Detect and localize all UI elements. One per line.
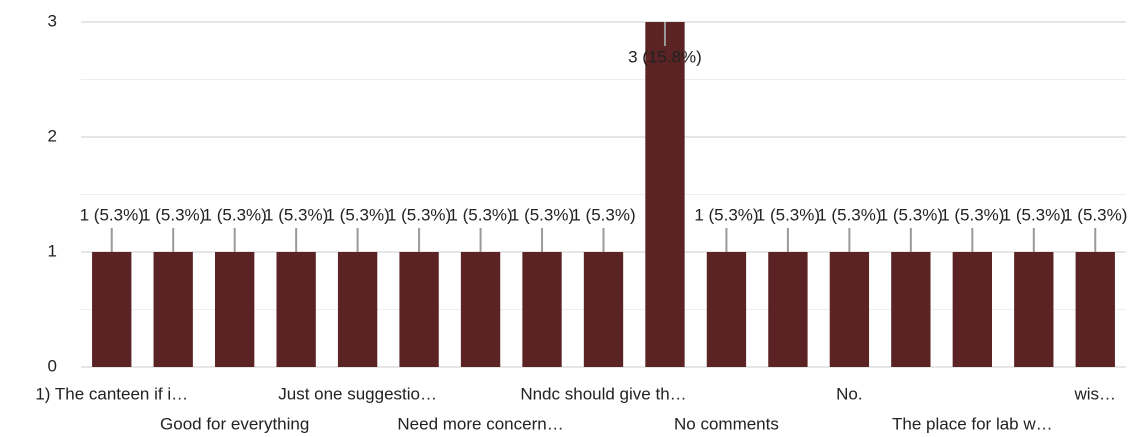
bar (1075, 252, 1115, 367)
data-label: 3 (15.8%) (628, 47, 702, 66)
data-label: 1 (5.3%) (694, 205, 758, 224)
bar (92, 252, 132, 367)
bar (460, 252, 501, 367)
bar (522, 252, 562, 367)
x-tick-label: Good for everything (160, 414, 309, 433)
y-tick-label: 0 (48, 356, 57, 375)
x-tick-label: Need more concern… (397, 414, 563, 433)
bar (891, 252, 931, 367)
data-label: 1 (5.3%) (448, 205, 512, 224)
bar (215, 252, 255, 367)
x-tick-label: The place for lab w… (892, 414, 1053, 433)
bar (337, 252, 378, 367)
bar (706, 252, 747, 367)
x-tick-label: wis… (1073, 384, 1116, 403)
data-label: 1 (5.3%) (756, 205, 820, 224)
x-tick-label: No comments (674, 414, 779, 433)
data-label: 1 (5.3%) (817, 205, 881, 224)
y-tick-label: 3 (48, 11, 57, 30)
bar (1014, 252, 1054, 367)
bar (768, 252, 808, 367)
data-label: 1 (5.3%) (203, 205, 267, 224)
data-label: 1 (5.3%) (1002, 205, 1066, 224)
data-label: 1 (5.3%) (387, 205, 451, 224)
x-tick-label: Just one suggestio… (278, 384, 437, 403)
x-tick-label: No. (836, 384, 862, 403)
bar (276, 252, 316, 367)
data-label: 1 (5.3%) (141, 205, 205, 224)
x-tick-label: 1) The canteen if i… (35, 384, 188, 403)
x-tick-label: Nndc should give th… (520, 384, 686, 403)
bar (583, 252, 624, 367)
data-label: 1 (5.3%) (510, 205, 574, 224)
data-label: 1 (5.3%) (571, 205, 635, 224)
bar (829, 252, 870, 367)
data-label: 1 (5.3%) (325, 205, 389, 224)
data-label: 1 (5.3%) (80, 205, 144, 224)
bar (952, 252, 992, 367)
data-label: 1 (5.3%) (879, 205, 943, 224)
y-tick-label: 1 (48, 241, 57, 260)
y-tick-label: 2 (48, 126, 57, 145)
bar (645, 22, 685, 367)
data-label: 1 (5.3%) (1063, 205, 1127, 224)
bar (399, 252, 439, 367)
bar (153, 252, 193, 367)
data-label: 1 (5.3%) (940, 205, 1004, 224)
data-label: 1 (5.3%) (264, 205, 328, 224)
